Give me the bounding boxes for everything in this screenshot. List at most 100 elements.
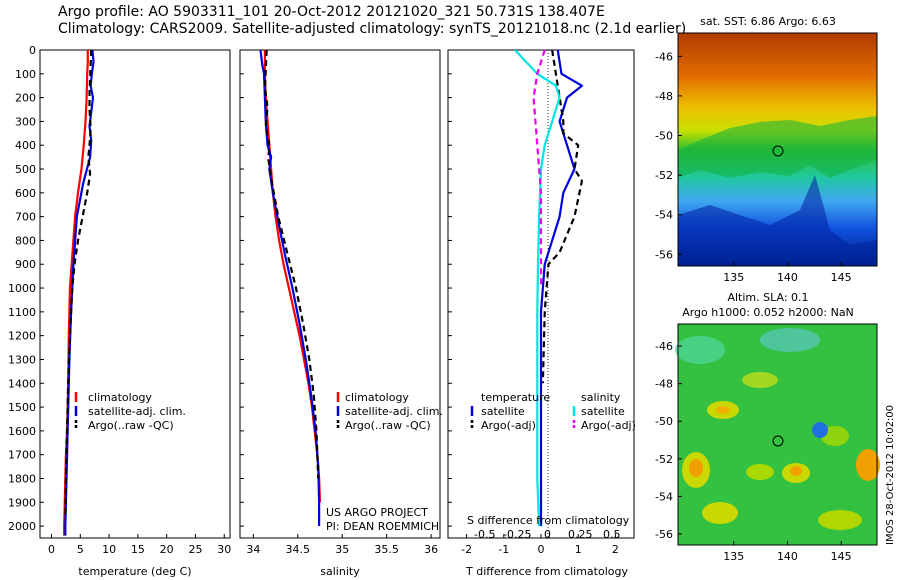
project-note-line2: PI: DEAN ROEMMICH [326, 520, 439, 533]
sla-blob [742, 372, 778, 388]
map-y-tick-label: -52 [655, 453, 673, 466]
legend-label: satellite [481, 405, 525, 418]
x-tick-label: 15 [131, 543, 145, 556]
salinity-axis: 34 34.5 35 35.5 36 [240, 49, 438, 556]
y-tick-label: 700 [15, 211, 36, 224]
y-tick-label: 1000 [8, 282, 36, 295]
sst-map [677, 32, 878, 267]
y-tick-label: 800 [15, 234, 36, 247]
map-y-tick-label: -48 [655, 378, 673, 391]
y-tick-label: 1100 [8, 306, 36, 319]
series-line-argo-raw-qc [263, 50, 320, 479]
argo-float-marker [772, 145, 784, 157]
legend-label: satellite [581, 405, 625, 418]
map-x-tick-label: 140 [777, 271, 798, 284]
s-difference-axis-label: S difference from climatology [467, 514, 630, 527]
legend-label: climatology [345, 391, 409, 404]
difference-lines [514, 50, 584, 527]
y-tick-label: 100 [15, 68, 36, 81]
y-tick-label: 0 [29, 44, 36, 57]
argo-float-marker [772, 435, 784, 447]
sla-blob [716, 406, 730, 414]
x-tick-label: 20 [160, 543, 174, 556]
series-line-climatology [263, 50, 322, 503]
legend-label: Argo(-adj) [481, 419, 536, 432]
sla-map-axis: 135 140 145 -46 -48 -50 -52 -54 -56 [655, 340, 852, 563]
series-line-salinity-argo-adj [532, 50, 546, 289]
map-y-tick-label: -54 [655, 490, 673, 503]
x-tick-label: 10 [102, 543, 116, 556]
temperature-lines [63, 50, 95, 536]
sla-blob [790, 466, 802, 476]
temperature-plot-frame [39, 49, 231, 539]
y-tick-label: 300 [15, 115, 36, 128]
difference-axis: -2 -1 0 1 2 [448, 49, 619, 556]
salinity-xlabel: salinity [320, 565, 360, 578]
s-tick-label: 0.25 [568, 528, 593, 541]
sla-map [675, 323, 880, 546]
y-tick-label: 600 [15, 187, 36, 200]
sla-blob [818, 510, 862, 530]
legend-label: satellite-adj. clim. [88, 405, 186, 418]
legend-label: Argo(..raw -QC) [345, 419, 431, 432]
y-tick-label: 400 [15, 139, 36, 152]
legend-header-salinity: salinity [581, 391, 621, 404]
figure-title-line2: Climatology: CARS2009. Satellite-adjuste… [58, 21, 687, 37]
sla-blob [856, 449, 880, 481]
map-y-tick-label: -50 [655, 130, 673, 143]
figure-title-line1: Argo profile: AO 5903311_101 20-Oct-2012… [58, 4, 605, 20]
y-tick-label: 1800 [8, 472, 36, 485]
y-tick-label: 900 [15, 258, 36, 271]
series-line-temperature-satellite [539, 50, 584, 527]
salinity-legend: climatology satellite-adj. clim. Argo(..… [336, 391, 443, 432]
x-tick-label: 5 [77, 543, 84, 556]
legend-label: Argo(..raw -QC) [88, 419, 174, 432]
y-tick-label: 1200 [8, 330, 36, 343]
x-tick-label: 35 [335, 543, 349, 556]
map-y-tick-label: -56 [655, 528, 673, 541]
sla-blob [821, 426, 849, 446]
sst-map-frame [677, 32, 878, 267]
sla-blob [675, 336, 725, 364]
map-x-tick-label: 135 [723, 271, 744, 284]
x-tick-label: 34 [246, 543, 260, 556]
series-line-temperature-argo-adj [541, 50, 584, 384]
sst-front [678, 116, 877, 178]
map-y-tick-label: -56 [655, 248, 673, 261]
map-y-tick-label: -46 [655, 340, 673, 353]
map-x-tick-label: 135 [723, 550, 744, 563]
map-y-tick-label: -50 [655, 415, 673, 428]
s-tick-label: -0.5 [474, 528, 495, 541]
x-tick-label: 36 [424, 543, 438, 556]
sla-map-frame [677, 323, 878, 546]
x-tick-label: -1 [498, 543, 509, 556]
map-x-tick-label: 145 [831, 271, 852, 284]
sla-blob [746, 464, 774, 480]
legend-label: Argo(-adj) [581, 419, 636, 432]
map-y-tick-label: -52 [655, 169, 673, 182]
imos-timestamp: IMOS 28-Oct-2012 10:02:00 [885, 405, 896, 545]
x-tick-label: 0 [538, 543, 545, 556]
map-y-tick-label: -46 [655, 50, 673, 63]
sst-cold-pool [678, 175, 877, 266]
y-tick-label: 2000 [8, 520, 36, 533]
y-tick-label: 1600 [8, 425, 36, 438]
sla-map-title-line1: Altim. SLA: 0.1 [727, 291, 808, 304]
difference-xlabel: T difference from climatology [465, 565, 628, 578]
x-tick-label: 30 [217, 543, 231, 556]
s-tick-label: -0.25 [503, 528, 531, 541]
difference-legend: temperature salinity satellite Argo(-adj… [470, 391, 636, 432]
salinity-plot-frame [239, 49, 441, 539]
x-tick-label: 2 [612, 543, 619, 556]
sla-blob [812, 422, 828, 438]
sla-blob [760, 328, 820, 352]
x-tick-label: 1 [575, 543, 582, 556]
y-tick-label: 1500 [8, 401, 36, 414]
s-tick-label: 0.5 [603, 528, 621, 541]
map-y-tick-label: -54 [655, 209, 673, 222]
map-x-tick-label: 145 [831, 550, 852, 563]
x-tick-label: 34.5 [286, 543, 311, 556]
temperature-xlabel: temperature (deg C) [78, 565, 191, 578]
x-tick-label: 0 [48, 543, 55, 556]
y-tick-label: 200 [15, 92, 36, 105]
